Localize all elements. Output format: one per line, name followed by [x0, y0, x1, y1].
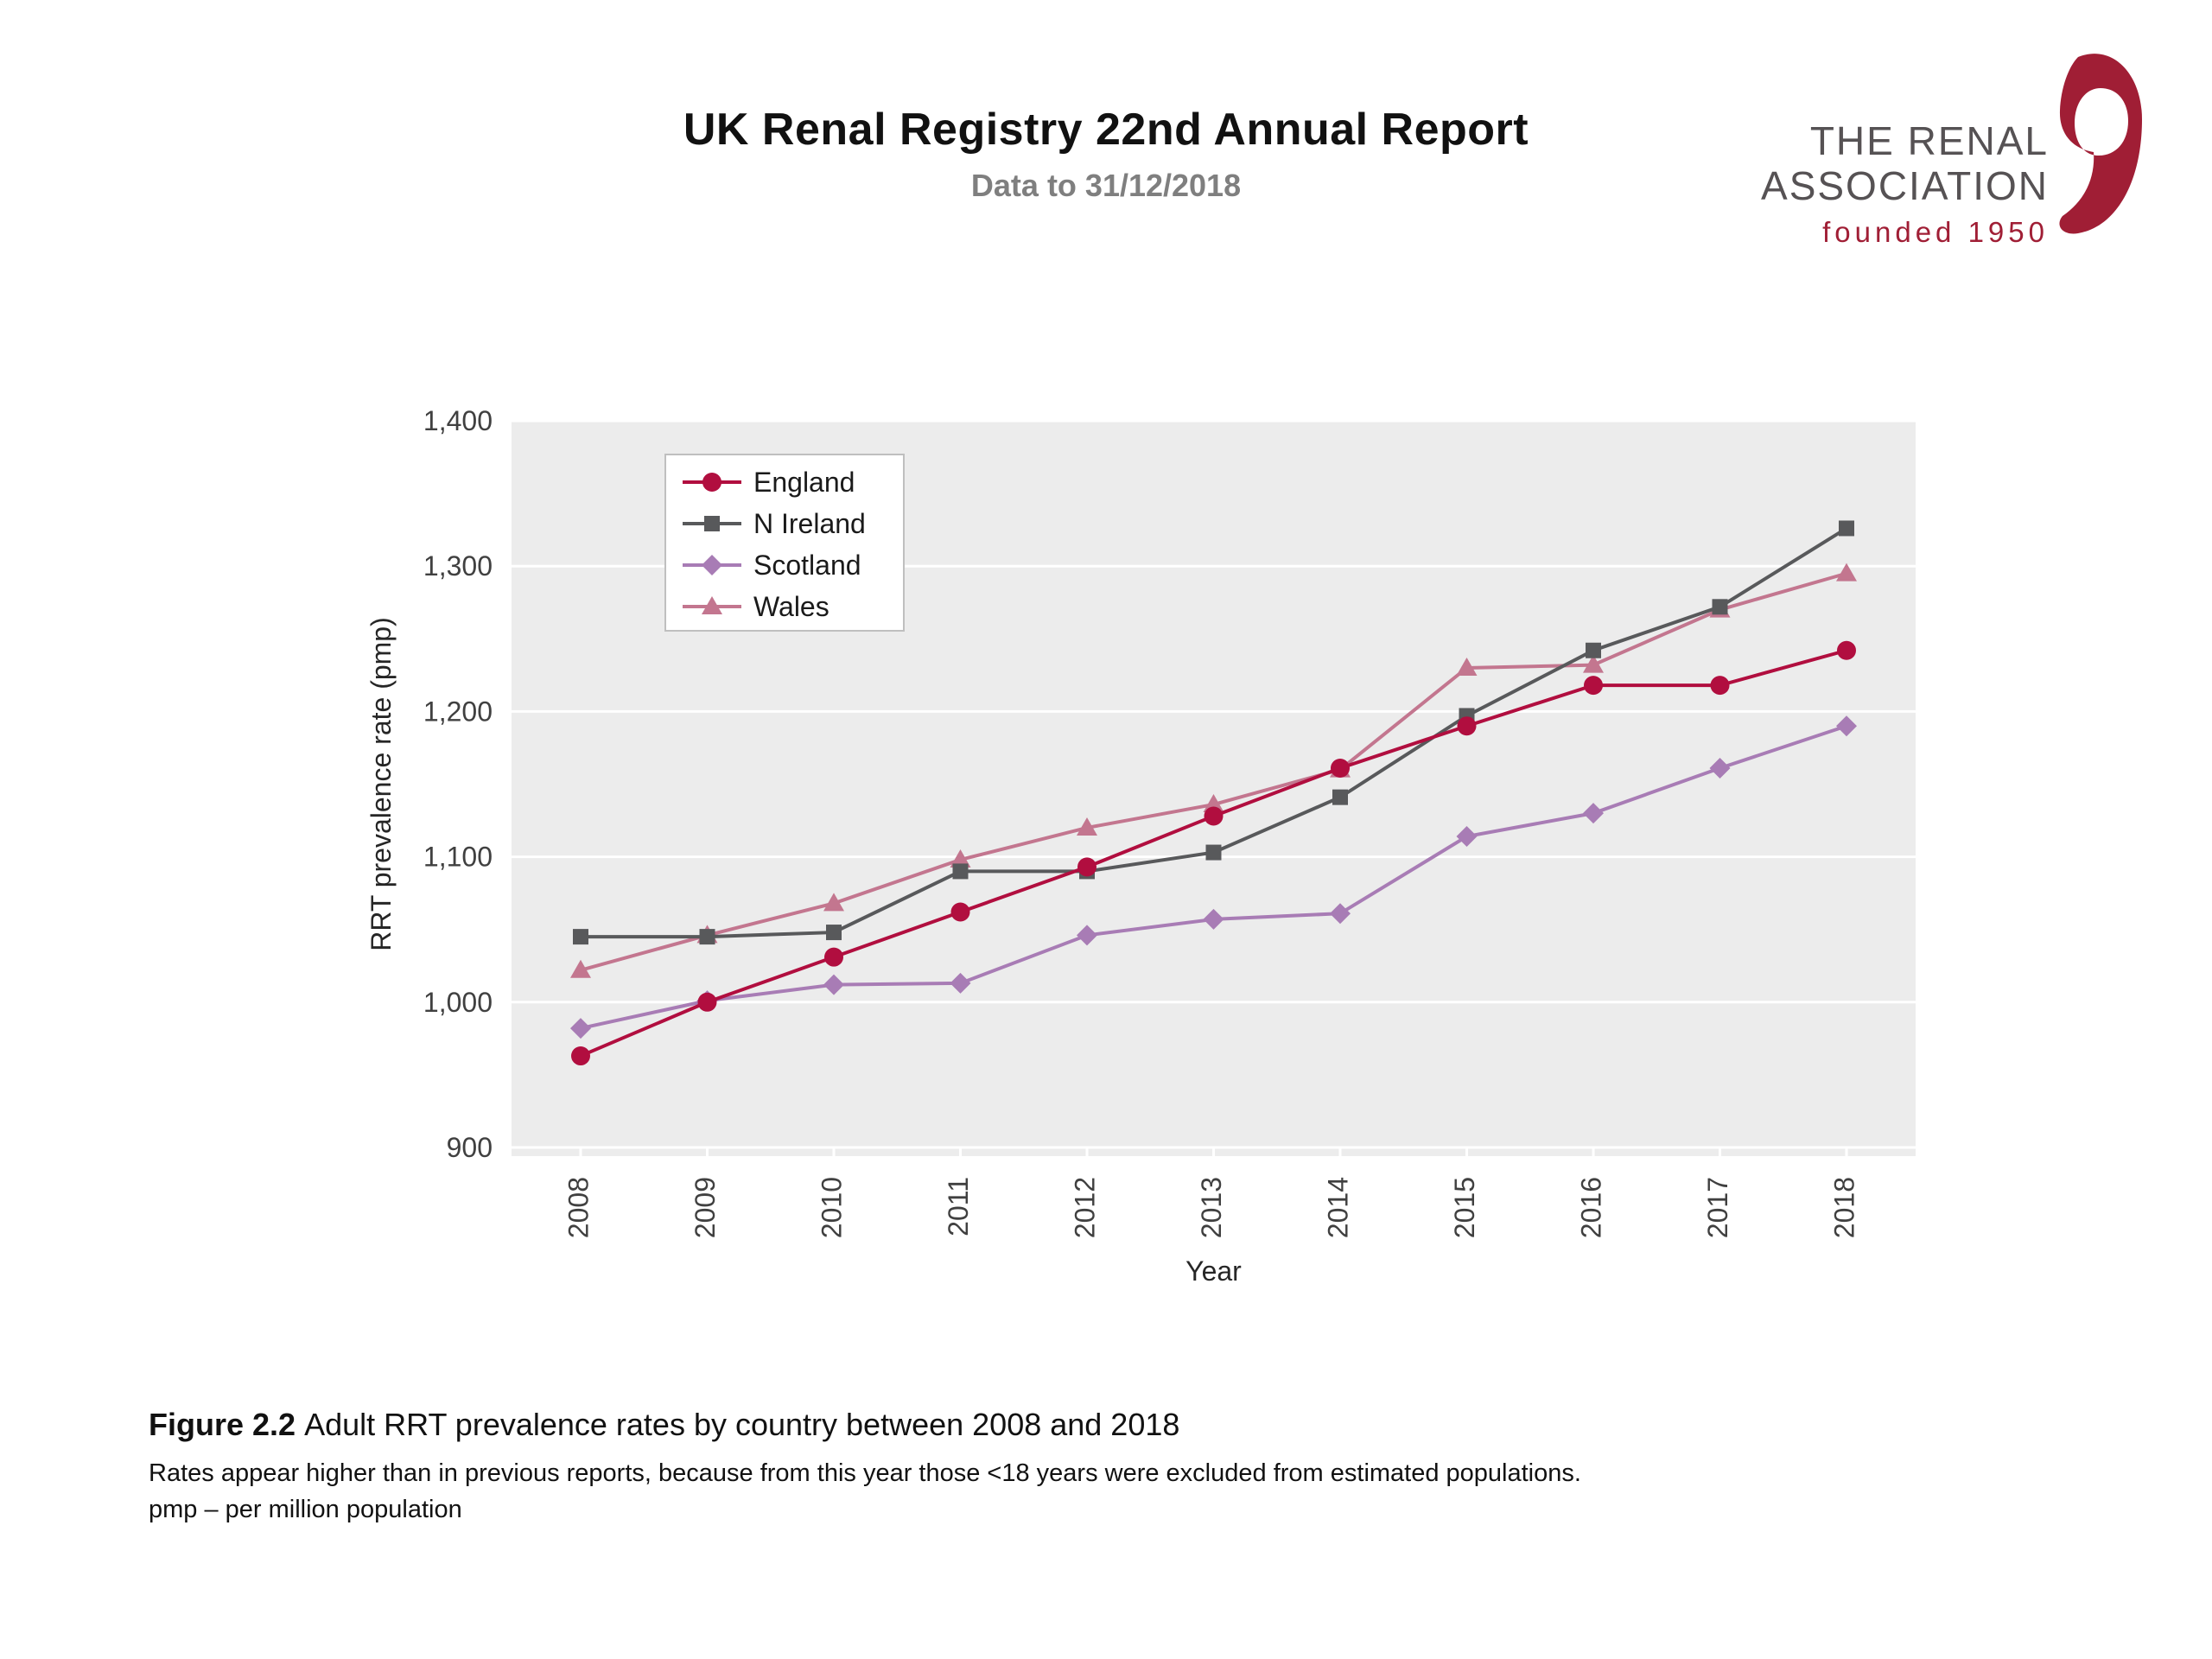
y-tick-label: 1,000	[423, 987, 493, 1018]
page-subtitle: Data to 31/12/2018	[970, 168, 1242, 203]
figure-note-2: pmp – per million population	[149, 1496, 462, 1524]
figure-caption-line: Figure 2.2 Adult RRT prevalence rates by …	[149, 1407, 1963, 1443]
diamond-marker	[1203, 908, 1224, 930]
y-tick-label: 900	[447, 1132, 493, 1163]
triangle-marker	[570, 959, 591, 978]
square-marker	[704, 516, 720, 531]
logo-line-1: THE RENAL	[1809, 118, 2049, 163]
y-axis-title: RRT prevalence rate (pmp)	[365, 617, 397, 951]
diamond-marker	[950, 972, 971, 994]
triangle-marker	[1203, 794, 1224, 813]
x-tick-label: 2018	[1828, 1177, 1859, 1238]
circle-marker	[1331, 758, 1350, 778]
square-marker	[826, 925, 842, 941]
legend-label: Scotland	[753, 550, 861, 581]
x-tick-label: 2015	[1449, 1177, 1480, 1238]
renal-association-logo: THE RENAL ASSOCIATION founded 1950	[1761, 50, 2143, 249]
x-tick-label: 2008	[563, 1177, 594, 1238]
circle-marker	[1584, 676, 1603, 696]
square-marker	[952, 863, 969, 880]
x-tick-label: 2010	[816, 1177, 847, 1238]
square-marker	[1332, 789, 1348, 805]
diamond-marker	[1583, 803, 1604, 824]
triangle-marker	[702, 596, 722, 614]
square-marker	[1586, 642, 1601, 658]
diamond-marker	[1836, 715, 1857, 737]
diamond-marker	[1077, 925, 1097, 946]
circle-marker	[824, 947, 843, 967]
y-tick-label: 1,100	[423, 842, 493, 873]
legend-label: England	[753, 467, 855, 498]
triangle-marker	[1836, 563, 1857, 582]
circle-marker	[1837, 640, 1856, 660]
diamond-marker	[1456, 826, 1478, 848]
x-tick-label: 2009	[690, 1177, 721, 1238]
figure-caption: Figure 2.2 Adult RRT prevalence rates by …	[149, 1407, 1963, 1528]
y-tick-label: 1,400	[423, 405, 493, 436]
logo-line-2: ASSOCIATION	[1761, 162, 2049, 208]
figure-title: Adult RRT prevalence rates by country be…	[304, 1407, 1180, 1442]
x-tick-label: 2017	[1702, 1177, 1733, 1238]
report-header: UK Renal Registry 22nd Annual Report Dat…	[0, 104, 2212, 204]
chart: 900 1,000 1,100 1,200 1,300 1,400 2008 2009 2010…	[0, 363, 2212, 1365]
logo-text: THE RENAL ASSOCIATION founded 1950	[1761, 50, 2049, 249]
triangle-marker	[1077, 817, 1097, 836]
circle-marker	[1204, 806, 1224, 826]
circle-marker	[1077, 857, 1096, 877]
circle-marker	[571, 1046, 590, 1066]
diamond-marker	[1709, 757, 1731, 779]
triangle-marker	[1583, 654, 1604, 673]
logo-swoosh-path	[2059, 54, 2142, 234]
logo-tagline: founded 1950	[1822, 215, 2049, 248]
square-marker	[573, 929, 588, 945]
y-tick-label: 1,300	[423, 550, 493, 582]
diamond-marker	[1330, 903, 1351, 925]
triangle-marker	[1456, 657, 1478, 676]
diamond-marker	[570, 1018, 591, 1039]
triangle-marker	[950, 849, 971, 868]
circle-marker	[950, 902, 970, 922]
legend-label: Wales	[753, 591, 830, 622]
x-tick-label: 2012	[1069, 1177, 1100, 1238]
x-tick-label: 2011	[943, 1177, 974, 1236]
legend: England N Ireland Scotland Wales	[664, 454, 905, 632]
triangle-marker	[823, 893, 844, 912]
page-title: UK Renal Registry 22nd Annual Report	[683, 105, 1529, 155]
x-axis-title: Year	[1185, 1255, 1242, 1287]
figure-label: Figure 2.2	[149, 1407, 296, 1442]
figure-note-1: Rates appear higher than in previous rep…	[149, 1459, 1581, 1487]
circle-marker	[702, 473, 721, 492]
y-tick-label: 1,200	[423, 696, 493, 727]
x-tick-label: 2014	[1322, 1177, 1353, 1238]
logo-swoosh-icon	[2059, 54, 2142, 234]
chart-svg: 900 1,000 1,100 1,200 1,300 1,400 2008 2009 2010…	[365, 405, 1916, 1287]
x-tick-label: 2016	[1575, 1177, 1606, 1238]
x-tick-label: 2013	[1196, 1177, 1227, 1238]
square-marker	[1839, 520, 1854, 537]
circle-marker	[1457, 716, 1477, 736]
square-marker	[1205, 844, 1222, 861]
circle-marker	[697, 992, 717, 1012]
legend-label: N Ireland	[753, 508, 866, 539]
circle-marker	[1710, 676, 1730, 696]
square-marker	[1712, 599, 1728, 615]
diamond-marker	[702, 555, 722, 575]
square-marker	[699, 929, 715, 945]
series-england	[571, 640, 1856, 1066]
diamond-marker	[823, 974, 844, 995]
